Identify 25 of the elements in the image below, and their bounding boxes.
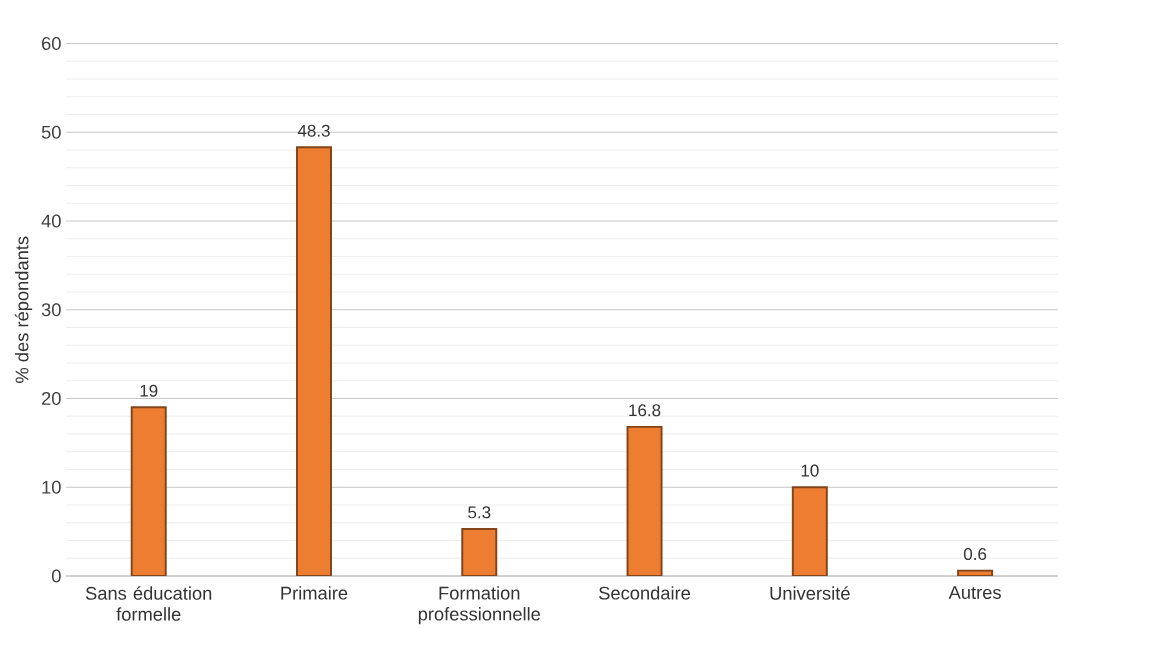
data-label: 48.3 [297, 124, 330, 137]
x-tick-label: Université [770, 586, 850, 600]
y-tick-label: 50 [41, 125, 61, 139]
data-label: 19 [140, 384, 158, 397]
data-label: 16.8 [629, 404, 661, 417]
data-label: 5.3 [468, 506, 491, 519]
bar [296, 146, 332, 576]
data-label: 0.6 [963, 547, 987, 560]
x-tick-label: Primaire [281, 586, 348, 600]
y-tick-label: 30 [41, 303, 61, 317]
bar [461, 527, 498, 576]
y-tick-label: 60 [42, 36, 61, 50]
y-tick-label: 0 [51, 569, 61, 583]
x-tick-label: Formation professionnelle [418, 586, 541, 625]
y-axis-title: % des répondants [14, 236, 33, 383]
x-tick-label: Autres [948, 586, 1001, 599]
data-label: 10 [801, 464, 819, 477]
y-tick-label: 40 [41, 214, 61, 228]
bar [791, 486, 828, 576]
bar [130, 406, 167, 576]
x-tick-label: Secondaire [599, 586, 691, 600]
y-tick-label: 10 [42, 480, 61, 494]
y-tick-label: 20 [42, 391, 61, 405]
bar [626, 425, 663, 576]
x-tick-label: Sans éducation formelle [85, 586, 212, 621]
